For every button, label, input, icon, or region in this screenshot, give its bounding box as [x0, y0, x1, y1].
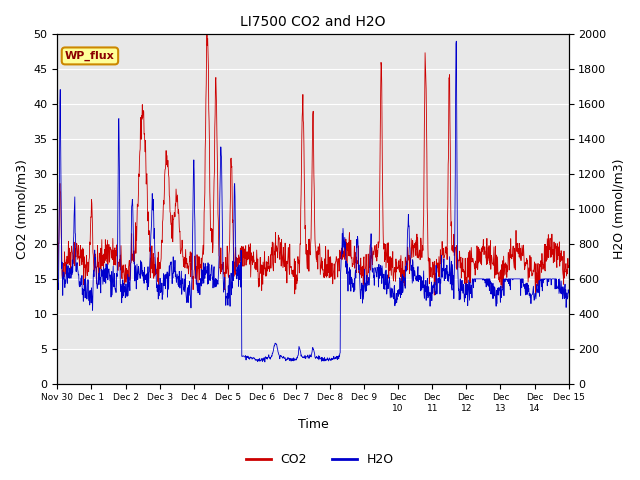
Text: WP_flux: WP_flux [65, 51, 115, 61]
Y-axis label: H2O (mmol/m3): H2O (mmol/m3) [612, 159, 625, 259]
Y-axis label: CO2 (mmol/m3): CO2 (mmol/m3) [15, 159, 28, 259]
Title: LI7500 CO2 and H2O: LI7500 CO2 and H2O [240, 15, 386, 29]
Legend: CO2, H2O: CO2, H2O [241, 448, 399, 471]
X-axis label: Time: Time [298, 419, 328, 432]
